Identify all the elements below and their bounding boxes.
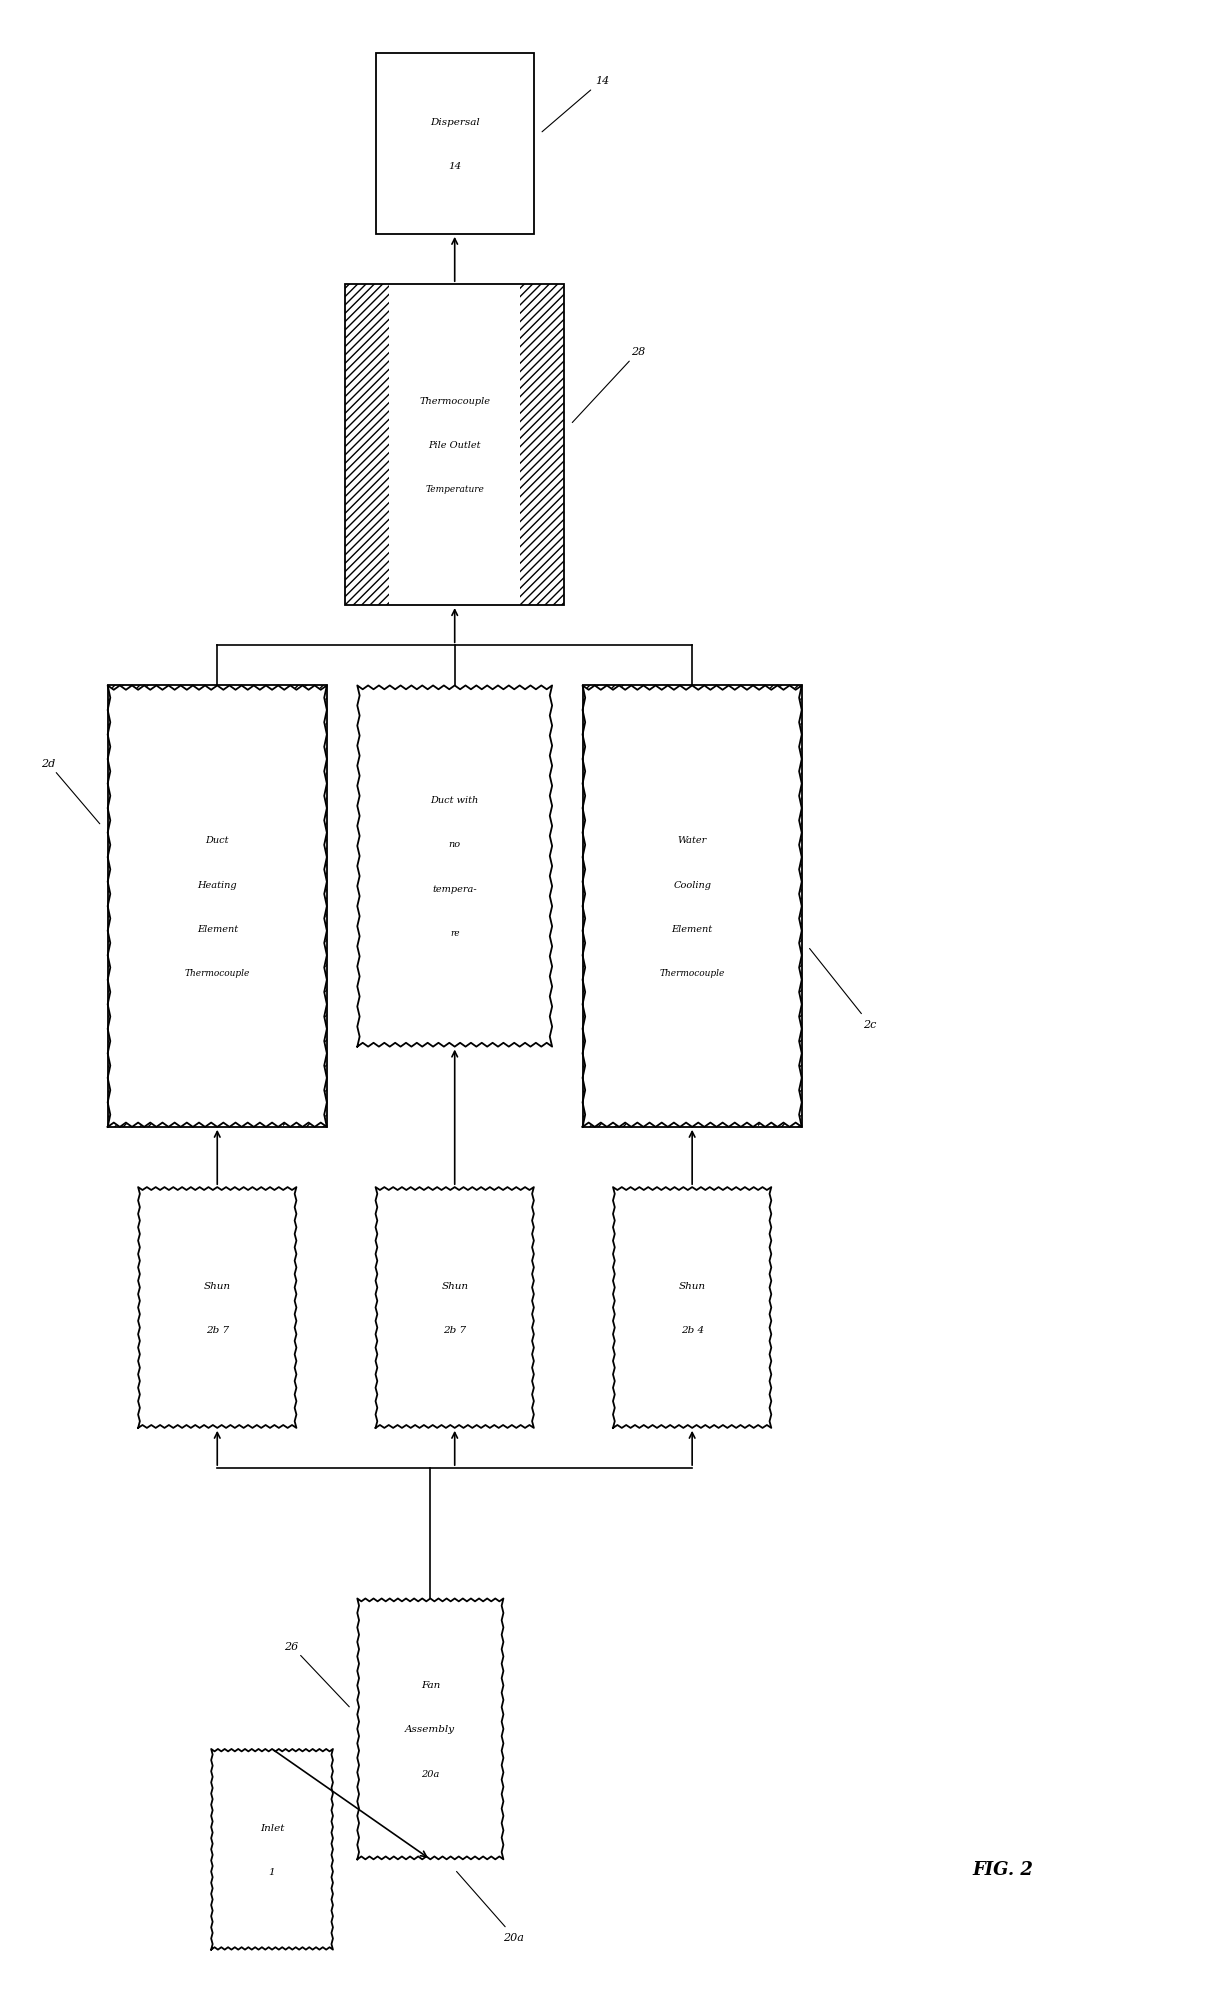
Bar xyxy=(521,284,564,606)
Text: Fan: Fan xyxy=(421,1680,440,1690)
Text: Duct with: Duct with xyxy=(430,796,479,806)
Bar xyxy=(375,54,533,236)
Text: 2c: 2c xyxy=(809,949,877,1029)
Text: Thermocouple: Thermocouple xyxy=(185,969,250,977)
Text: 2b 7: 2b 7 xyxy=(443,1325,466,1335)
Text: Heating: Heating xyxy=(197,880,237,888)
Text: Pile Outlet: Pile Outlet xyxy=(428,441,481,449)
Bar xyxy=(345,284,564,606)
Polygon shape xyxy=(357,1599,504,1859)
Bar xyxy=(108,687,152,1128)
Bar xyxy=(626,709,758,1106)
Polygon shape xyxy=(375,1188,533,1428)
Text: Assembly: Assembly xyxy=(406,1724,455,1734)
Text: 28: 28 xyxy=(573,346,646,423)
Text: no: no xyxy=(449,840,461,850)
Bar xyxy=(758,687,802,1128)
Polygon shape xyxy=(108,687,327,1128)
Bar xyxy=(152,709,283,1106)
Bar xyxy=(582,687,802,1128)
Text: Shun: Shun xyxy=(441,1281,468,1291)
Text: 20a: 20a xyxy=(422,1768,440,1778)
Text: re: re xyxy=(450,928,460,937)
Text: 2d: 2d xyxy=(40,759,99,824)
Text: 20a: 20a xyxy=(456,1871,525,1941)
Bar xyxy=(283,687,327,1128)
Polygon shape xyxy=(613,1188,771,1428)
Polygon shape xyxy=(211,1748,333,1950)
Text: Thermocouple: Thermocouple xyxy=(660,969,725,977)
Polygon shape xyxy=(357,687,552,1047)
Text: FIG. 2: FIG. 2 xyxy=(972,1861,1034,1879)
Text: Shun: Shun xyxy=(679,1281,706,1291)
Polygon shape xyxy=(108,687,327,1128)
Polygon shape xyxy=(582,687,802,1128)
Text: Thermocouple: Thermocouple xyxy=(419,397,490,405)
Text: Water: Water xyxy=(678,836,706,846)
Bar xyxy=(108,687,327,1128)
Bar xyxy=(582,687,626,1128)
Text: Dispersal: Dispersal xyxy=(430,119,479,127)
Text: Duct: Duct xyxy=(206,836,229,846)
Text: 14: 14 xyxy=(542,77,609,133)
Text: Shun: Shun xyxy=(204,1281,230,1291)
Text: Cooling: Cooling xyxy=(673,880,711,888)
Polygon shape xyxy=(345,284,564,606)
Text: Element: Element xyxy=(196,924,238,932)
Text: 1: 1 xyxy=(268,1867,276,1875)
Polygon shape xyxy=(582,687,802,1128)
Text: Temperature: Temperature xyxy=(425,485,484,493)
Bar xyxy=(345,284,389,606)
Text: tempera-: tempera- xyxy=(433,884,477,892)
Polygon shape xyxy=(139,1188,297,1428)
Text: Inlet: Inlet xyxy=(260,1823,284,1833)
Text: Element: Element xyxy=(672,924,712,932)
Text: 2b 7: 2b 7 xyxy=(206,1325,229,1335)
Text: 2b 4: 2b 4 xyxy=(680,1325,704,1335)
Text: 14: 14 xyxy=(447,161,461,171)
Text: 26: 26 xyxy=(284,1641,349,1708)
